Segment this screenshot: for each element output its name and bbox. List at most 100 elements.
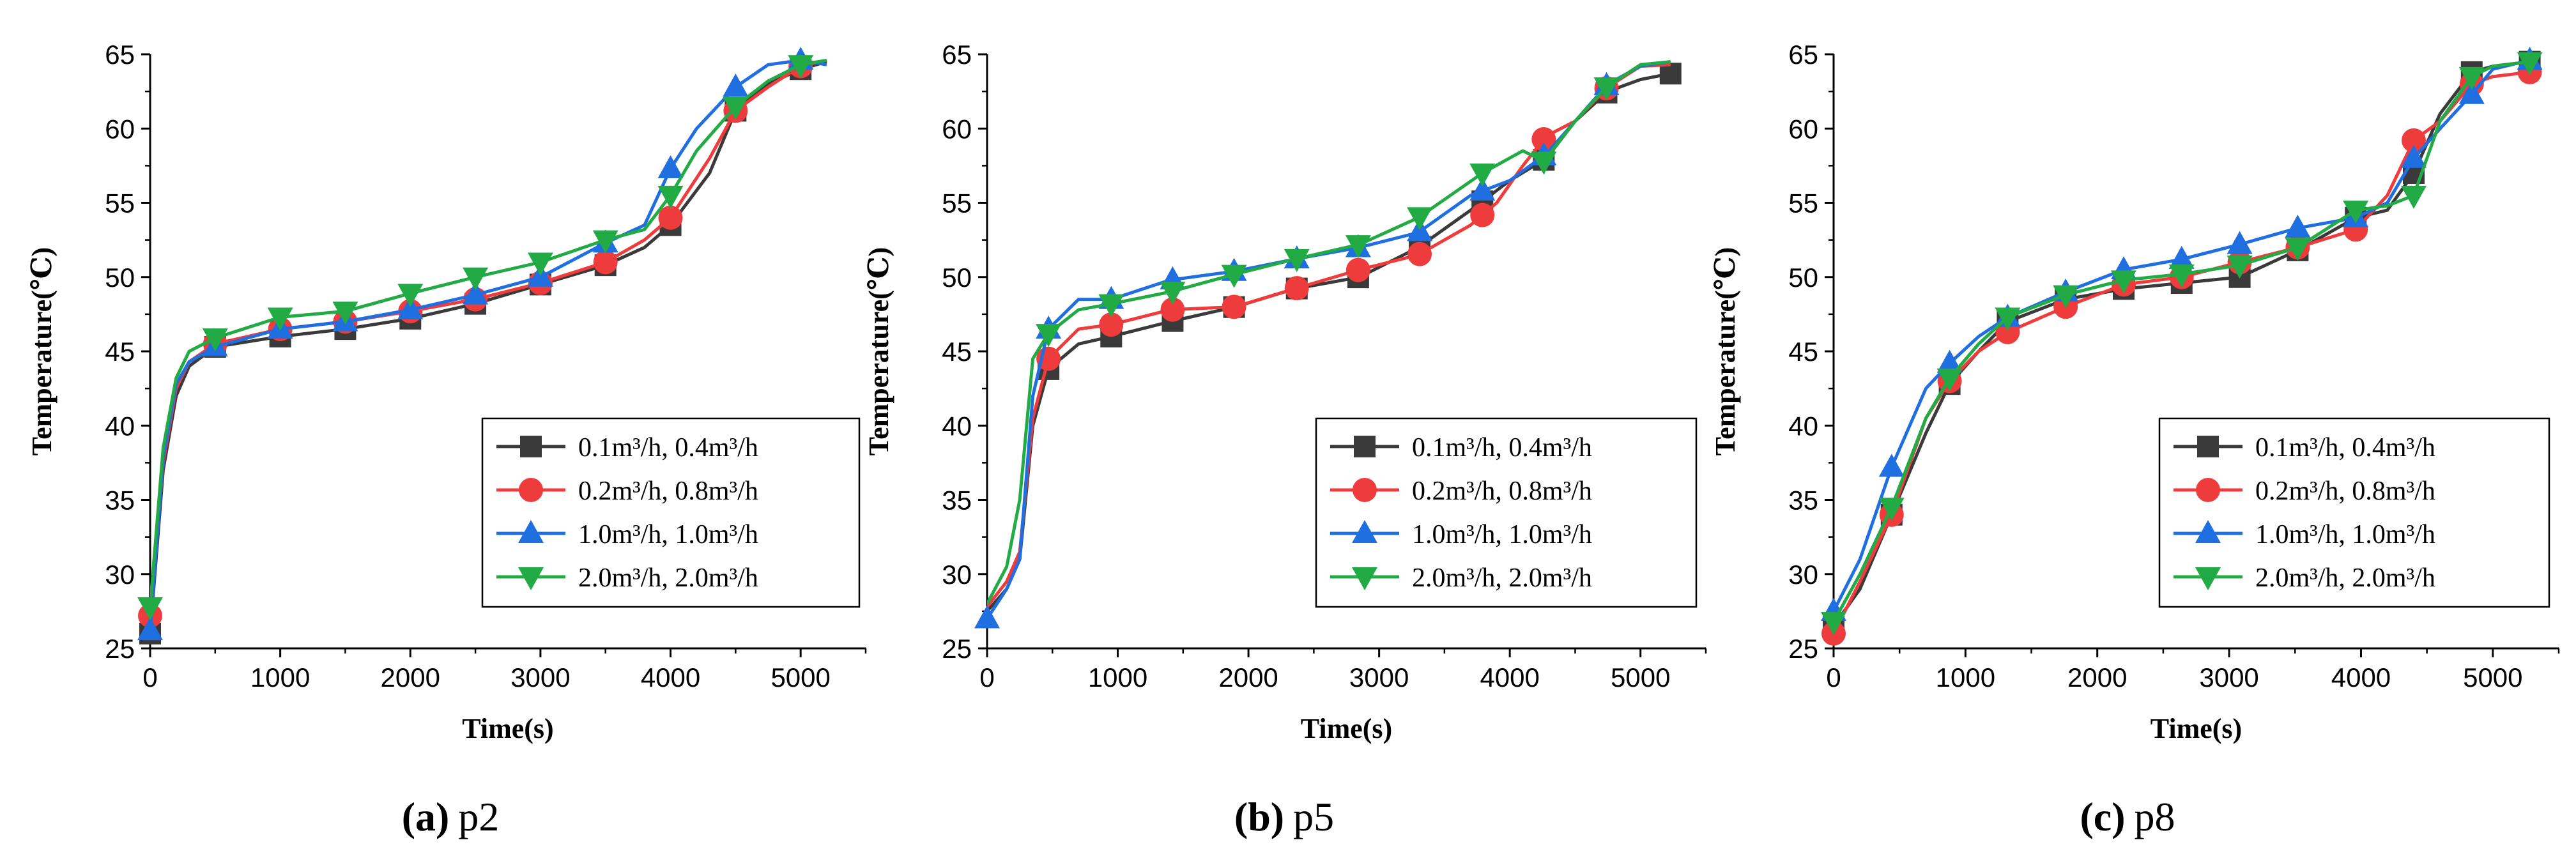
y-tick-label-a-5: 50 [105, 263, 135, 293]
x-tick-label-a-5: 5000 [770, 662, 830, 692]
series-marker-b-3-5 [1345, 235, 1371, 259]
legend-label-a-1: 0.2m³/h, 0.8m³/h [578, 477, 758, 506]
series-marker-a-3-4 [397, 284, 424, 307]
series-marker-a-3-1 [202, 328, 228, 352]
series-marker-b-2-0 [974, 605, 1000, 629]
y-tick-label-b-2: 35 [942, 485, 972, 516]
series-marker-c-2-10 [2401, 144, 2426, 168]
series-marker-c-3-3 [1995, 307, 2021, 331]
caption-c-label: p8 [2135, 794, 2175, 839]
series-marker-c-2-2 [1936, 349, 1963, 373]
chart-panel-c: 25 30 35 40 45 50 55 60 65 0 1000 2000 3000 4000 5000 T… [1710, 40, 2560, 744]
y-tick-label-b-8: 65 [942, 40, 972, 70]
x-tick-label-c-2: 2000 [2067, 662, 2127, 692]
y-tick-label-b-3: 40 [942, 411, 972, 441]
y-tick-label-a-7: 60 [105, 114, 135, 144]
x-tick-label-b-3: 3000 [1349, 662, 1409, 692]
y-tick-label-c-6: 55 [1788, 188, 1818, 218]
y-tick-label-c-3: 40 [1788, 411, 1818, 441]
series-marker-a-2-0 [137, 617, 163, 641]
series-marker-c-3-0 [1821, 612, 1846, 636]
series-marker-c-3-11 [2458, 66, 2485, 90]
x-tick-label-c-3: 3000 [2199, 662, 2258, 692]
series-marker-b-1-8 [1531, 127, 1556, 152]
series-marker-a-3-3 [332, 302, 358, 325]
y-tick-label-b-1: 30 [942, 560, 972, 590]
legend-marker-a-2 [518, 520, 544, 543]
chart-panel-a: 25 30 35 40 45 50 55 60 65 0 1000 2000 3000 4000 5000 T… [26, 40, 867, 744]
legend-label-b-3: 2.0m³/h, 2.0m³/h [1412, 563, 1592, 593]
x-tick-label-c-1: 1000 [1936, 662, 1995, 692]
series-marker-b-1-4 [1284, 276, 1309, 301]
series-marker-c-3-6 [2168, 264, 2195, 288]
legend-marker-c-0 [2197, 436, 2219, 457]
series-marker-b-2-8 [1469, 177, 1496, 201]
series-line-a-2 [150, 58, 827, 631]
y-tick-label-a-1: 30 [105, 560, 135, 590]
legend-label-c-1: 0.2m³/h, 0.8m³/h [2255, 477, 2435, 506]
y-axis-title-b: Temperature(℃) [863, 247, 894, 455]
series-marker-b-1-1 [1099, 312, 1124, 337]
x-tick-label-a-1: 1000 [250, 662, 310, 692]
x-tick-label-c-5: 5000 [2463, 662, 2522, 692]
legend-marker-c-1 [2196, 478, 2220, 502]
y-tick-label-c-2: 35 [1788, 485, 1818, 516]
series-marker-c-3-7 [2227, 256, 2253, 279]
legend-label-a-3: 2.0m³/h, 2.0m³/h [578, 563, 758, 593]
x-tick-label-b-4: 4000 [1480, 662, 1539, 692]
series-marker-b-3-8 [1531, 151, 1557, 175]
y-axis-title-c: Temperature(℃) [1710, 247, 1741, 455]
series-marker-c-2-11 [2458, 80, 2485, 104]
series-marker-b-1-3 [1222, 294, 1246, 319]
series-marker-a-2-9 [723, 73, 749, 97]
legend-marker-b-1 [1353, 478, 1377, 502]
chart-panel-b: 25 30 35 40 45 50 55 60 65 0 1000 2000 3000 4000 5000 T… [863, 40, 1707, 744]
series-marker-a-3-10 [788, 55, 814, 79]
caption-b-label: p5 [1293, 794, 1334, 839]
legend-label-c-2: 1.0m³/h, 1.0m³/h [2255, 520, 2435, 549]
x-tick-label-c-0: 0 [1826, 662, 1841, 692]
caption-c-letter: (c) [2080, 794, 2125, 839]
y-tick-label-c-4: 45 [1788, 337, 1818, 367]
series-marker-b-3-0 [1036, 324, 1062, 348]
series-marker-b-1-5 [1346, 257, 1370, 282]
y-tick-label-c-5: 50 [1788, 263, 1818, 293]
series-marker-b-3-7 [1469, 164, 1496, 187]
series-marker-b-3-2 [1160, 281, 1186, 305]
series-marker-b-3-3 [1221, 264, 1247, 288]
x-tick-label-c-4: 4000 [2331, 662, 2391, 692]
series-marker-a-1-8 [658, 205, 683, 230]
legend-marker-b-3 [1352, 567, 1377, 590]
x-tick-label-a-0: 0 [142, 662, 157, 692]
series-marker-c-3-10 [2401, 185, 2426, 209]
series-marker-a-3-5 [463, 267, 489, 291]
legend-marker-b-0 [1354, 436, 1376, 457]
series-marker-c-3-4 [2053, 285, 2079, 309]
series-marker-b-1-2 [1160, 297, 1185, 322]
series-marker-c-2-1 [1878, 454, 1905, 477]
y-tick-label-c-8: 65 [1788, 40, 1818, 70]
series-marker-c-3-8 [2285, 238, 2311, 261]
x-tick-label-b-5: 5000 [1611, 662, 1670, 692]
y-tick-label-b-4: 45 [942, 337, 972, 367]
y-tick-label-a-6: 55 [105, 188, 135, 218]
x-tick-label-a-2: 2000 [381, 662, 440, 692]
series-marker-c-3-1 [1878, 498, 1905, 521]
series-marker-b-1-6 [1407, 241, 1432, 266]
series-marker-b-3-6 [1407, 207, 1433, 231]
x-tick-label-b-2: 2000 [1218, 662, 1278, 692]
series-marker-b-3-1 [1098, 294, 1124, 317]
series-marker-a-3-8 [657, 185, 684, 209]
series-marker-a-3-2 [267, 307, 293, 331]
y-axis-title-a: Temperature(℃) [26, 247, 57, 455]
legend-label-a-2: 1.0m³/h, 1.0m³/h [578, 520, 758, 549]
x-axis-title-b: Time(s) [1301, 713, 1392, 744]
x-tick-label-b-0: 0 [979, 662, 994, 692]
caption-b-letter: (b) [1234, 794, 1284, 839]
legend-marker-a-3 [518, 567, 544, 590]
legend-label-b-2: 1.0m³/h, 1.0m³/h [1412, 520, 1592, 549]
legend-label-c-0: 0.1m³/h, 0.4m³/h [2255, 433, 2435, 462]
y-tick-label-c-1: 30 [1788, 560, 1818, 590]
series-marker-c-2-7 [2227, 231, 2253, 254]
